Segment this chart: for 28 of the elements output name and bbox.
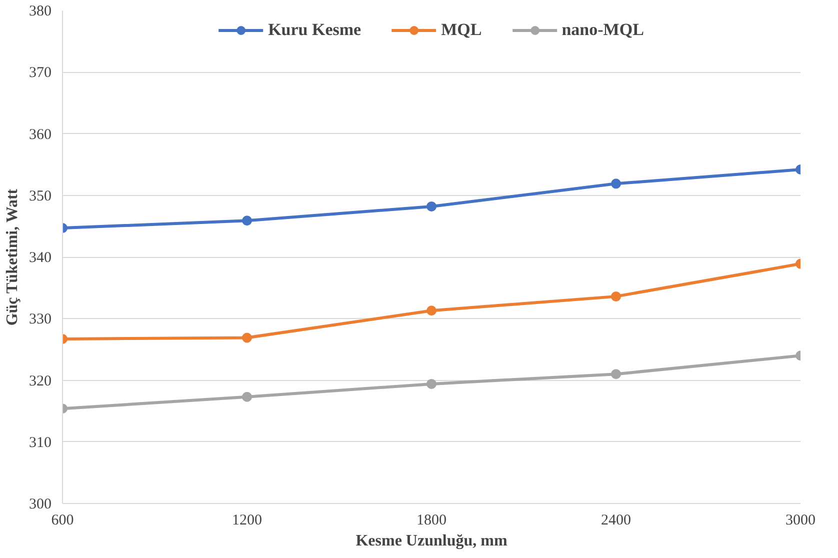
y-tick-label: 300 (29, 496, 52, 512)
x-tick-label: 2400 (601, 512, 631, 528)
x-axis-title: Kesme Uzunluğu, mm (356, 532, 508, 550)
legend-label: Kuru Kesme (268, 20, 362, 40)
x-tick-label: 600 (51, 512, 74, 528)
x-tick-label: 1800 (416, 512, 446, 528)
y-tick-label: 330 (29, 312, 52, 328)
point (611, 369, 621, 380)
y-axis-title: Güç Tüketimi, Watt (4, 188, 21, 326)
legend-label: nano-MQL (562, 20, 644, 40)
point (426, 378, 436, 389)
point (611, 178, 621, 189)
point (242, 332, 252, 343)
y-tick-label: 360 (29, 126, 52, 143)
y-tick-label: 320 (29, 373, 52, 390)
y-tick-label: 380 (29, 4, 52, 20)
x-tick-label: 1200 (232, 512, 262, 528)
y-tick-label: 350 (29, 188, 52, 204)
y-tick-label: 370 (29, 65, 52, 82)
point (426, 201, 436, 212)
point (611, 291, 621, 302)
point (242, 216, 252, 226)
point (426, 306, 436, 316)
x-tick-label: 3000 (786, 512, 816, 528)
point (242, 392, 252, 402)
legend-label: MQL (441, 20, 482, 40)
y-tick-label: 310 (29, 434, 52, 451)
y-tick-label: 340 (29, 250, 52, 266)
